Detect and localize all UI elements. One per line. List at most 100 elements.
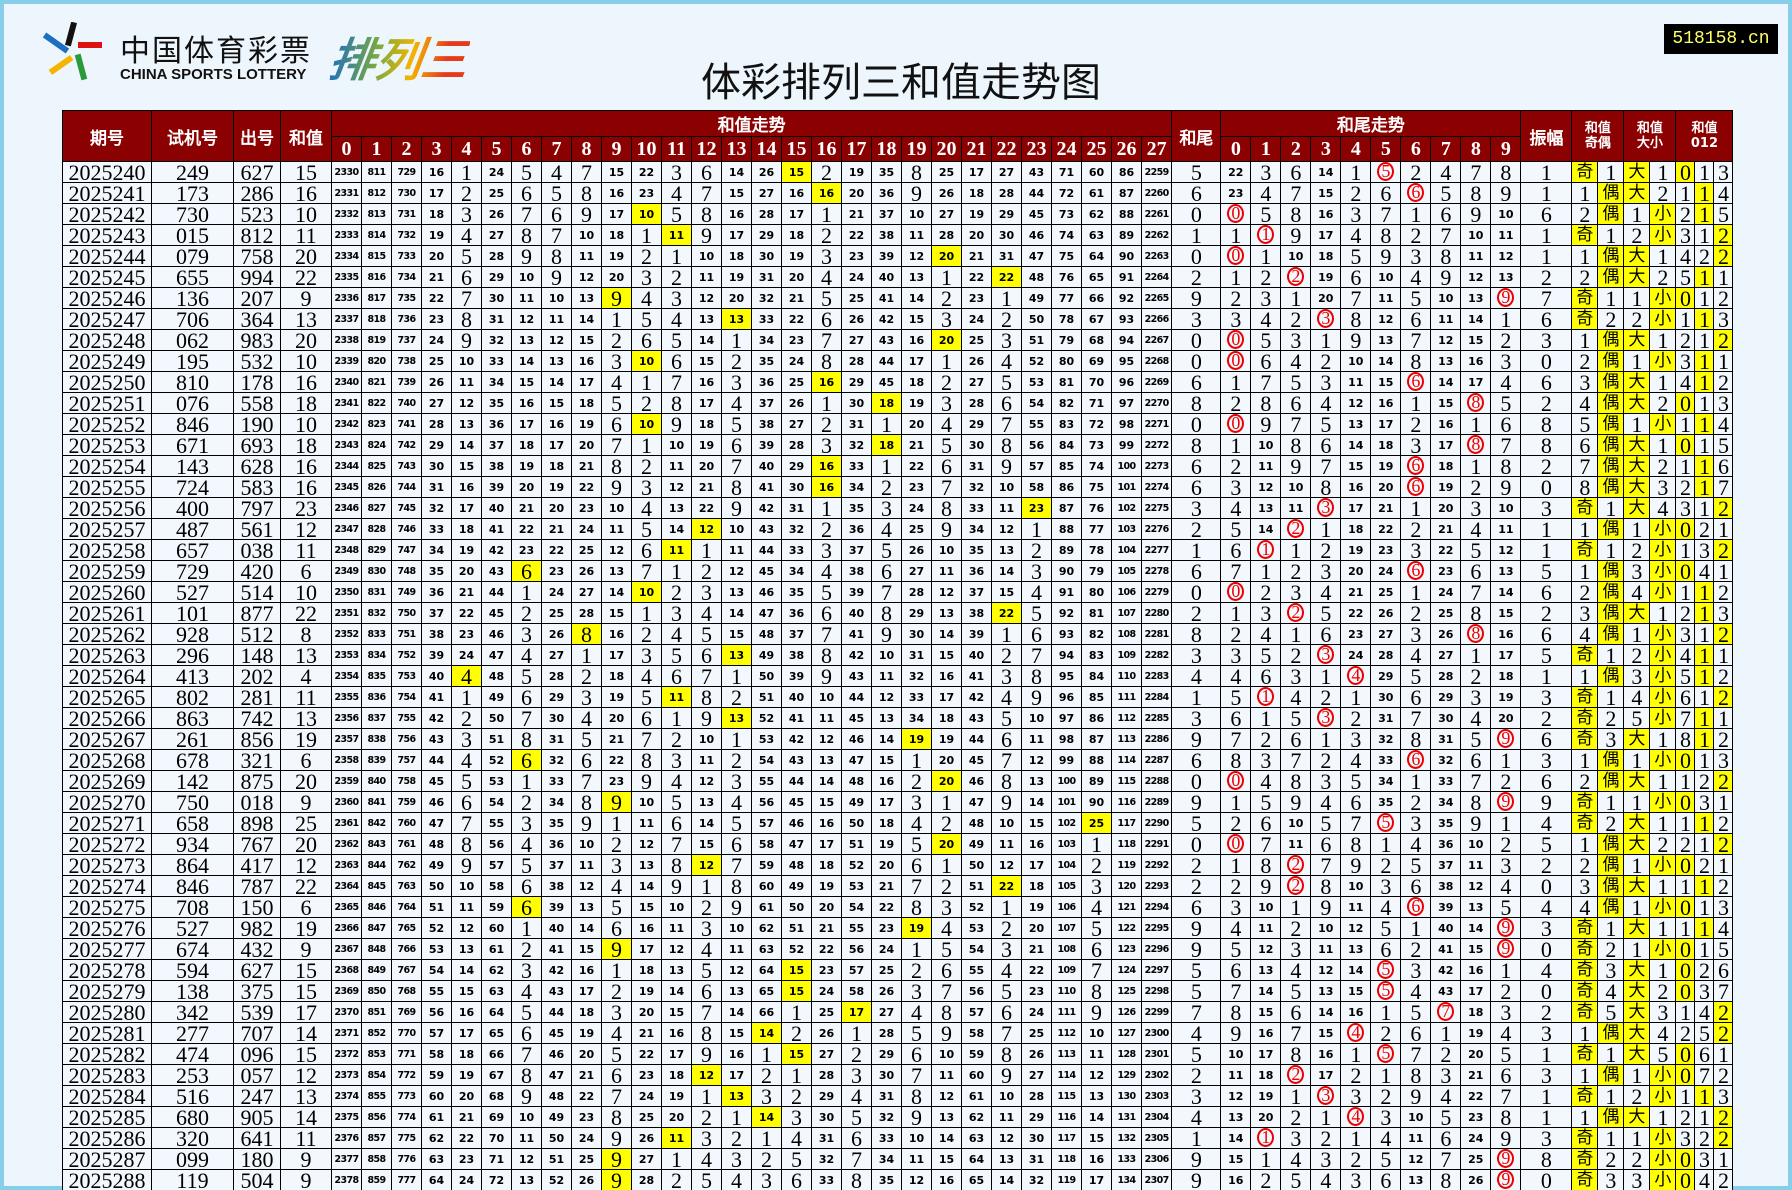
tail-trend-omission: 14 [1310, 1001, 1342, 1023]
sum-trend-omission: 53 [1021, 371, 1052, 393]
sum-trend-omission: 15 [931, 644, 962, 666]
sum-trend-omission: 117 [1111, 812, 1142, 834]
tail-trend-omission: 11 [1460, 245, 1492, 267]
sum-trend-omission: 13 [1081, 1085, 1112, 1107]
parity-odd-hit: 奇 [1571, 308, 1599, 330]
sum-trend-omission: 21 [571, 1064, 602, 1086]
sum-trend-omission: 2363 [331, 854, 362, 876]
sum-trend-hit: 19 [901, 728, 932, 750]
sum-trend-omission: 18 [451, 518, 482, 540]
tail-trend-omission: 18 [1490, 665, 1522, 687]
mod3-hit: 0 [1675, 434, 1696, 456]
period-cell: 2025261 [62, 602, 152, 624]
tail-trend-omission: 31 [1370, 707, 1402, 729]
sum-trend-omission: 13 [931, 602, 962, 624]
sum-trend-omission: 1 [931, 266, 962, 288]
sum-trend-omission: 4 [931, 413, 962, 435]
sum-trend-omission: 109 [1051, 959, 1082, 981]
size-big-omission: 4 [1623, 581, 1651, 603]
sum-trend-omission: 16 [721, 1043, 752, 1065]
site-badge[interactable]: 518158.cn [1664, 24, 1778, 54]
size-big-hit: 大 [1623, 182, 1651, 204]
sum-cell: 20 [280, 833, 332, 855]
sum-trend-omission: 21 [601, 728, 632, 750]
sum-trend-omission: 90 [1081, 791, 1112, 813]
tail-trend-hit: 9 [1490, 728, 1522, 750]
tail-trend-omission: 2 [1490, 329, 1522, 351]
mod3-omission: 2 [1694, 1127, 1715, 1149]
sum-cell: 11 [280, 1127, 332, 1149]
sum-trend-omission: 9 [451, 329, 482, 351]
sum-trend-omission: 745 [391, 497, 422, 519]
sum-trend-omission: 2 [661, 728, 692, 750]
sum-trend-omission: 73 [1051, 203, 1082, 225]
sum-trend-omission: 1 [871, 455, 902, 477]
sum-trend-omission: 14 [661, 518, 692, 540]
sum-trend-omission: 5 [511, 161, 542, 183]
tail-trend-omission: 6 [1400, 1022, 1432, 1044]
tail-trend-omission: 1 [1400, 392, 1432, 414]
tail-trend-omission: 1 [1370, 833, 1402, 855]
sum-trend-omission: 129 [1111, 1064, 1142, 1086]
tail-trend-omission: 30 [1370, 686, 1402, 708]
sum-trend-omission: 2297 [1140, 959, 1173, 981]
sum-trend-omission: 3 [511, 959, 542, 981]
sum-trend-omission: 45 [421, 770, 452, 792]
sum-trend-omission: 26 [571, 1169, 602, 1190]
sum-trend-omission: 22 [1021, 959, 1052, 981]
tail-trend-omission: 5 [1400, 854, 1432, 876]
sum-trend-omission: 8 [901, 1085, 932, 1107]
tail-trend-omission: 1 [1430, 1022, 1462, 1044]
period-cell: 2025250 [62, 371, 152, 393]
sum-trend-omission: 111 [1111, 686, 1142, 708]
mod3-omission: 4 [1675, 644, 1696, 666]
sum-trend-omission: 7 [511, 707, 542, 729]
tail-trend-omission: 5 [1220, 686, 1252, 708]
sum-trend-omission: 51 [781, 917, 812, 939]
sum-trend-omission: 108 [1111, 623, 1142, 645]
sum-trend-omission: 4 [601, 371, 632, 393]
parity-odd-omission: 2 [1571, 350, 1599, 372]
test-number-cell: 261 [151, 728, 234, 750]
tail-trend-hit: 0 [1220, 413, 1252, 435]
test-number-cell: 750 [151, 791, 234, 813]
hit-circle: 8 [1467, 393, 1485, 412]
hit-circle: 5 [1377, 1044, 1395, 1063]
mod3-hit: 0 [1675, 854, 1696, 876]
sum-trend-omission: 13 [691, 308, 722, 330]
size-small-hit: 小 [1649, 560, 1677, 582]
size-small-hit: 小 [1649, 749, 1677, 771]
sum-trend-omission: 761 [391, 833, 422, 855]
size-big-omission: 2 [1623, 644, 1651, 666]
tail-trend-omission: 4 [1220, 665, 1252, 687]
tail-cell: 1 [1171, 1127, 1222, 1149]
sum-trend-omission: 48 [781, 854, 812, 876]
sum-trend-omission: 21 [811, 917, 842, 939]
sum-trend-omission: 1 [661, 707, 692, 729]
tail-trend-omission: 3 [1490, 350, 1522, 372]
tail-trend-omission: 11 [1250, 455, 1282, 477]
tail-trend-omission: 4 [1460, 707, 1492, 729]
mod3-omission: 2 [1675, 833, 1696, 855]
sum-trend-omission: 3 [631, 476, 662, 498]
test-number-cell: 810 [151, 371, 234, 393]
test-number-cell: 671 [151, 434, 234, 456]
tail-trend-omission: 8 [1280, 434, 1312, 456]
sum-trend-omission: 5 [991, 707, 1022, 729]
sum-trend-omission: 118 [1051, 1148, 1082, 1170]
sum-trend-omission: 41 [781, 707, 812, 729]
sum-trend-omission: 1 [631, 602, 662, 624]
mod3-omission: 1 [1694, 833, 1715, 855]
tail-trend-omission: 16 [1460, 350, 1492, 372]
sum-trend-omission: 9 [721, 896, 752, 918]
tail-trend-omission: 8 [1280, 770, 1312, 792]
sum-trend-omission: 6 [691, 644, 722, 666]
tail-trend-omission: 6 [1340, 791, 1372, 813]
tail-cell: 9 [1171, 791, 1222, 813]
sum-trend-omission: 58 [751, 833, 782, 855]
tail-trend-hit: 5 [1370, 1043, 1402, 1065]
mod3-omission: 1 [1713, 1043, 1734, 1065]
table-row: 2025288 119 504 9 2378 859 777 64 24 72 13 52 26 9 28 2… [62, 1169, 1734, 1190]
parity-odd-omission: 4 [1571, 392, 1599, 414]
header-sum-col: 14 [751, 136, 782, 162]
